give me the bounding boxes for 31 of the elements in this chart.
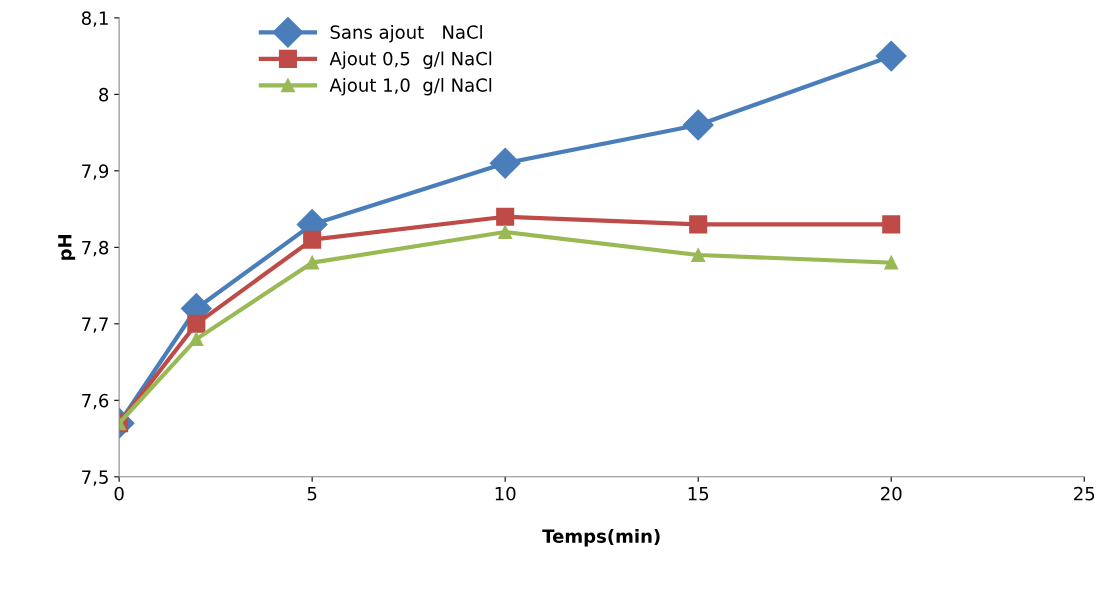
y-tick-label: 7,5 xyxy=(82,470,108,486)
legend-label: Sans ajout NaCl xyxy=(330,24,482,43)
point xyxy=(305,255,320,270)
point xyxy=(498,225,513,239)
point xyxy=(691,248,706,262)
y-tick-label: 7,8 xyxy=(82,240,109,257)
x-tick-label: 20 xyxy=(881,486,902,501)
y-tick-label: 7,6 xyxy=(82,393,109,410)
x-tick-label: 5 xyxy=(307,487,317,501)
point xyxy=(303,230,322,249)
point xyxy=(882,215,901,234)
legend-label: Ajout 1,0 g/l NaCl xyxy=(329,77,492,96)
legend-label: Ajout 0,5 g/l NaCl xyxy=(329,51,492,69)
y-tick-label: 7,9 xyxy=(82,164,109,180)
y-tick-label: 8 xyxy=(99,87,109,102)
x-tick-label: 25 xyxy=(1074,486,1095,501)
y-tick-label: 7,7 xyxy=(82,317,108,333)
point xyxy=(875,40,907,72)
y-tick-label: 8,1 xyxy=(81,11,108,27)
point xyxy=(496,207,515,226)
point xyxy=(489,147,521,179)
point xyxy=(682,109,714,141)
y-axis-title: pH xyxy=(58,234,76,260)
x-tick-label: 0 xyxy=(114,486,124,501)
point xyxy=(884,255,899,270)
x-tick-label: 10 xyxy=(495,486,516,501)
point xyxy=(689,215,708,234)
point xyxy=(189,332,204,347)
x-tick-label: 15 xyxy=(688,487,709,501)
point xyxy=(187,314,206,333)
x-axis-title: Temps(min) xyxy=(542,529,660,547)
